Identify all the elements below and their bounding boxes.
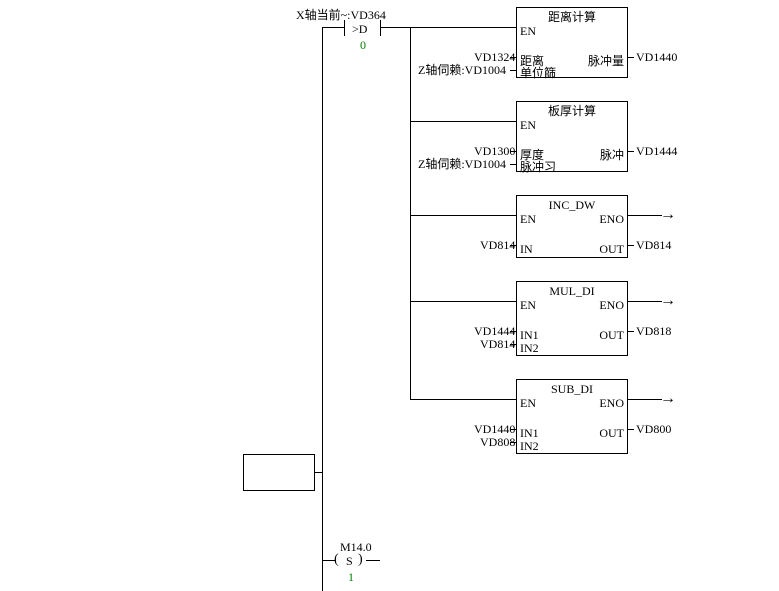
top-label: X轴当前~:VD364: [296, 8, 386, 22]
port-pulse-out: 脉冲: [600, 148, 624, 162]
branch-to-block-1: [410, 27, 516, 28]
wire-label-vd1300: VD1300: [474, 144, 515, 158]
wire-vd818-out: [628, 331, 634, 332]
wire-label-vd1440-in: VD1440: [474, 422, 515, 436]
contact-value: 0: [360, 38, 366, 52]
empty-node-rect: [243, 454, 315, 491]
wire-label-vd814-in: VD814: [480, 238, 515, 252]
branch-to-block-4: [410, 301, 516, 302]
contact-left-bar: [344, 20, 345, 36]
block-title: INC_DW: [517, 196, 627, 212]
wire-eno-5: [628, 399, 662, 400]
port-en: EN: [520, 118, 536, 132]
wire-vd1440-out: [628, 57, 634, 58]
wire-label-vd808: VD808: [480, 435, 515, 449]
wire-label-vd1440: VD1440: [636, 50, 677, 64]
block-mul-di: MUL_DI EN ENO IN1 OUT IN2: [516, 281, 628, 356]
wire-vd800-out: [628, 429, 634, 430]
branch-to-block-2: [410, 121, 516, 122]
port-eno: ENO: [599, 396, 624, 410]
wire-z1004-a: [510, 70, 516, 71]
coil-to-right: [366, 560, 380, 561]
wire-label-z1004-b: Z轴伺赖:VD1004: [418, 157, 506, 171]
wire-eno-4: [628, 301, 662, 302]
wire-label-vd818: VD818: [636, 324, 671, 338]
coil-right-paren: ): [358, 553, 363, 567]
port-out: OUT: [599, 426, 624, 440]
contact-op: >D: [352, 22, 367, 36]
port-en: EN: [520, 298, 536, 312]
port-out: OUT: [599, 328, 624, 342]
port-en: EN: [520, 396, 536, 410]
wire-label-vd814-out: VD814: [636, 238, 671, 252]
arrow-icon: →: [660, 293, 676, 309]
branch-vertical-rail: [410, 27, 411, 399]
port-out: OUT: [599, 242, 624, 256]
ladder-diagram-canvas: X轴当前~:VD364 >D 0 距离计算 EN 距离 脉冲量 单位篩 VD13…: [0, 0, 779, 591]
wire-label-vd800: VD800: [636, 422, 671, 436]
coil-left-paren: (: [334, 553, 339, 567]
coil-address: M14.0: [340, 540, 372, 554]
block-distance-calc: 距离计算 EN 距离 脉冲量 单位篩: [516, 7, 628, 78]
block-inc-dw: INC_DW EN ENO IN OUT: [516, 195, 628, 258]
rail-to-contact: [322, 27, 344, 28]
coil-value: 1: [348, 570, 354, 584]
rect-to-rail: [315, 472, 322, 473]
port-in1: IN1: [520, 426, 539, 440]
block-sub-di: SUB_DI EN ENO IN1 OUT IN2: [516, 379, 628, 454]
wire-vd814-out: [628, 245, 634, 246]
wire-label-z1004-a: Z轴伺赖:VD1004: [418, 63, 506, 77]
contact-right-bar: [380, 20, 381, 36]
port-in2: IN2: [520, 341, 539, 355]
coil-symbol: S: [346, 554, 353, 568]
port-in: IN: [520, 242, 533, 256]
block-title: 距离计算: [517, 8, 627, 24]
branch-to-block-5: [410, 399, 516, 400]
wire-label-vd1444-in: VD1444: [474, 324, 515, 338]
port-in2: IN2: [520, 439, 539, 453]
port-eno: ENO: [599, 298, 624, 312]
port-unit: 单位篩: [520, 66, 556, 80]
port-eno: ENO: [599, 212, 624, 226]
arrow-icon: →: [660, 391, 676, 407]
block-title: 板厚计算: [517, 102, 627, 118]
block-title: MUL_DI: [517, 282, 627, 298]
port-pulse-in: 脉冲习: [520, 160, 556, 174]
block-title: SUB_DI: [517, 380, 627, 396]
wire-label-vd814-in2: VD814: [480, 337, 515, 351]
wire-label-vd1444: VD1444: [636, 144, 677, 158]
wire-label-vd1324: VD1324: [474, 50, 515, 64]
port-in1: IN1: [520, 328, 539, 342]
arrow-icon: →: [660, 207, 676, 223]
main-vertical-rail: [322, 27, 323, 591]
port-en: EN: [520, 24, 536, 38]
wire-z1004-b: [510, 164, 516, 165]
port-pulse-out: 脉冲量: [588, 54, 624, 68]
wire-eno-3: [628, 215, 662, 216]
block-thickness-calc: 板厚计算 EN 厚度 脉冲 脉冲习: [516, 101, 628, 172]
wire-vd1444-out: [628, 151, 634, 152]
port-en: EN: [520, 212, 536, 226]
contact-to-branch: [380, 27, 410, 28]
branch-to-block-3: [410, 215, 516, 216]
